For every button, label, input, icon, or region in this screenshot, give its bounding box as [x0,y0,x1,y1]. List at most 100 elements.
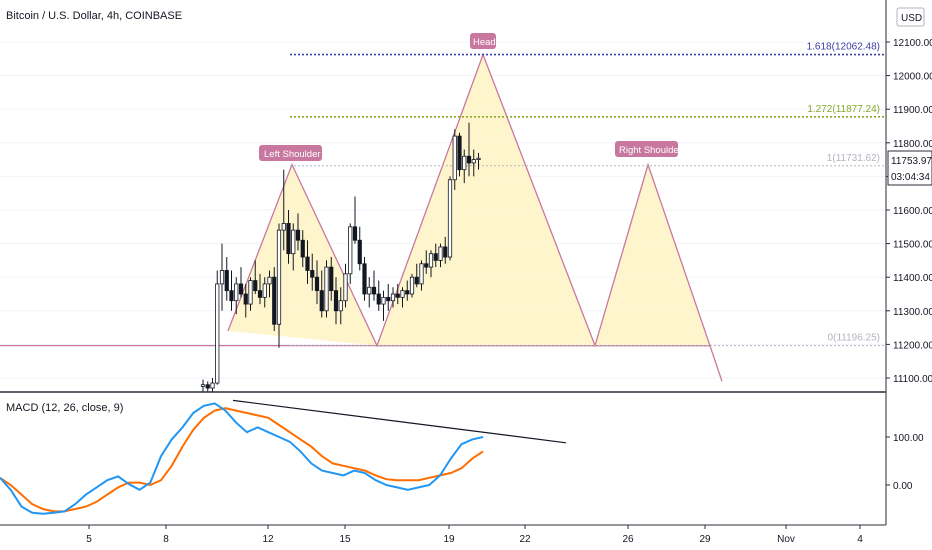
price-ticks: 12100.0012000.0011900.0011800.0011700.00… [886,38,932,385]
symbol-title[interactable]: Bitcoin / U.S. Dollar, 4h, COINBASE [6,10,182,22]
candle-body [357,239,362,265]
candle-body [367,286,372,295]
right-shoulder-fill [595,164,710,346]
candle-body [433,253,438,261]
svg-text:Right Shoulder: Right Shoulder [619,145,682,156]
candle-body [447,179,453,258]
fib-label: 1(11731.62) [827,153,880,164]
macd-divergence-line [232,399,567,444]
candle-body [386,296,391,302]
price-axis[interactable] [886,0,932,525]
candle-body [291,229,296,255]
candle-body [471,159,476,164]
candle-body [329,266,334,292]
candle-body [295,229,301,241]
left-shoulder-label: Left Shoulder [259,145,322,161]
candle-body [438,246,443,261]
candle-body [424,263,429,268]
time-tick-label: 5 [86,534,92,545]
candle-body [253,280,258,292]
current-price-label: 11753.97 [891,156,932,167]
fibonacci-levels: 1.618(12062.48) 1.272(11877.24) 1(11731.62… [290,42,886,347]
head-fill [377,54,595,346]
candle-body [352,226,358,241]
candle-body [462,155,467,171]
price-tick-label: 11400.00 [893,273,932,284]
candle-body [348,226,353,275]
candle-body [243,293,248,305]
candle-body [215,283,220,384]
fib-label: 1.618(12062.48) [807,42,880,53]
candle-body [262,283,267,298]
candle-body [305,256,310,271]
time-tick-label: 8 [163,534,169,545]
time-ticks: 5 8 12 15 19 22 26 29 Nov 4 [86,525,863,545]
candle-body [466,155,472,164]
price-tick-label: 11100.00 [893,374,932,385]
time-tick-label: 4 [857,534,863,545]
right-shoulder-label: Right Shoulder [615,141,682,157]
candle-body [219,270,225,285]
candle-body [371,286,377,295]
candle-body [205,384,210,389]
candle-body [310,270,315,278]
candle-body [405,290,410,295]
candle-body [300,239,305,258]
candle-body [457,135,462,171]
candle-body [419,263,424,285]
head-label: Head [470,33,496,49]
candle-body [452,135,457,181]
candle-body [343,273,348,302]
candle-body [443,246,448,258]
macd-ticks: 100.00 0.00 [886,433,924,492]
time-tick-label: 15 [339,534,351,545]
candle-body [400,290,405,298]
candle-body [409,276,415,295]
countdown-label: 03:04:34 [891,172,930,183]
currency-badge-label: USD [901,13,922,24]
time-tick-label: 26 [622,534,634,545]
head-and-shoulders-pattern [0,52,723,382]
candle-body [324,266,329,312]
candle-body [234,283,239,302]
candle-body [224,270,229,292]
candle-body [319,290,324,312]
macd-signal-line [0,407,484,513]
candle-body [272,276,277,325]
macd-label[interactable]: MACD (12, 26, close, 9) [6,402,123,414]
time-tick-label: 12 [262,534,274,545]
candle-body [428,253,434,268]
time-tick-label: 19 [443,534,455,545]
candle-body [381,296,386,305]
macd-tick-label: 100.00 [893,433,924,444]
candle-body [267,276,272,285]
macd-tick-label: 0.00 [893,481,913,492]
candle-body [200,384,206,387]
macd-line [0,402,484,515]
price-tick-label: 12000.00 [893,72,932,83]
candle-body [276,229,282,325]
time-axis[interactable] [0,525,932,550]
candle-body [395,293,400,298]
candle-body [248,280,253,305]
price-tick-label: 12100.00 [893,38,932,49]
candle-body [281,223,286,231]
svg-text:Left Shoulder: Left Shoulder [264,149,321,160]
price-tick-label: 11900.00 [893,105,932,116]
candle-body [229,290,234,302]
currency-badge[interactable] [896,7,925,27]
candle-body [210,382,215,389]
price-tick-label: 11800.00 [893,139,932,150]
candlestick-series [200,122,481,392]
price-tick-label: 11200.00 [893,340,932,351]
fib-label: 0(11196.25) [828,333,880,344]
time-tick-label: Nov [777,534,795,545]
svg-text:Head: Head [473,37,496,48]
candle-body [476,157,481,160]
candle-body [238,283,244,295]
candle-body [338,300,343,312]
price-tick-label: 11300.00 [893,307,932,318]
current-price-tag [887,150,932,186]
candle-body [376,293,381,305]
